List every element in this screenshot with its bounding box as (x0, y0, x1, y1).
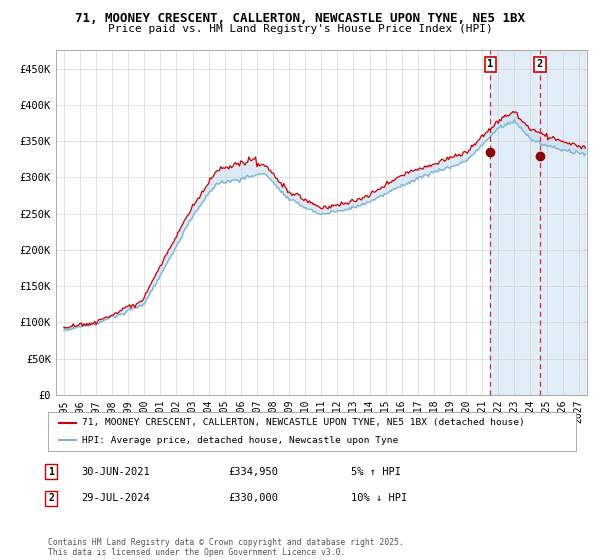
Text: 29-JUL-2024: 29-JUL-2024 (81, 493, 150, 503)
Text: 71, MOONEY CRESCENT, CALLERTON, NEWCASTLE UPON TYNE, NE5 1BX: 71, MOONEY CRESCENT, CALLERTON, NEWCASTL… (75, 12, 525, 25)
Text: Contains HM Land Registry data © Crown copyright and database right 2025.
This d: Contains HM Land Registry data © Crown c… (48, 538, 404, 557)
Text: 10% ↓ HPI: 10% ↓ HPI (351, 493, 407, 503)
Text: £334,950: £334,950 (228, 466, 278, 477)
Text: 1: 1 (48, 466, 54, 477)
Text: 2: 2 (537, 59, 543, 69)
Text: 2: 2 (48, 493, 54, 503)
Text: 5% ↑ HPI: 5% ↑ HPI (351, 466, 401, 477)
Text: Price paid vs. HM Land Registry's House Price Index (HPI): Price paid vs. HM Land Registry's House … (107, 24, 493, 34)
Text: 30-JUN-2021: 30-JUN-2021 (81, 466, 150, 477)
Text: HPI: Average price, detached house, Newcastle upon Tyne: HPI: Average price, detached house, Newc… (82, 436, 398, 445)
Text: £330,000: £330,000 (228, 493, 278, 503)
Text: 1: 1 (487, 59, 493, 69)
Text: 71, MOONEY CRESCENT, CALLERTON, NEWCASTLE UPON TYNE, NE5 1BX (detached house): 71, MOONEY CRESCENT, CALLERTON, NEWCASTL… (82, 418, 525, 427)
